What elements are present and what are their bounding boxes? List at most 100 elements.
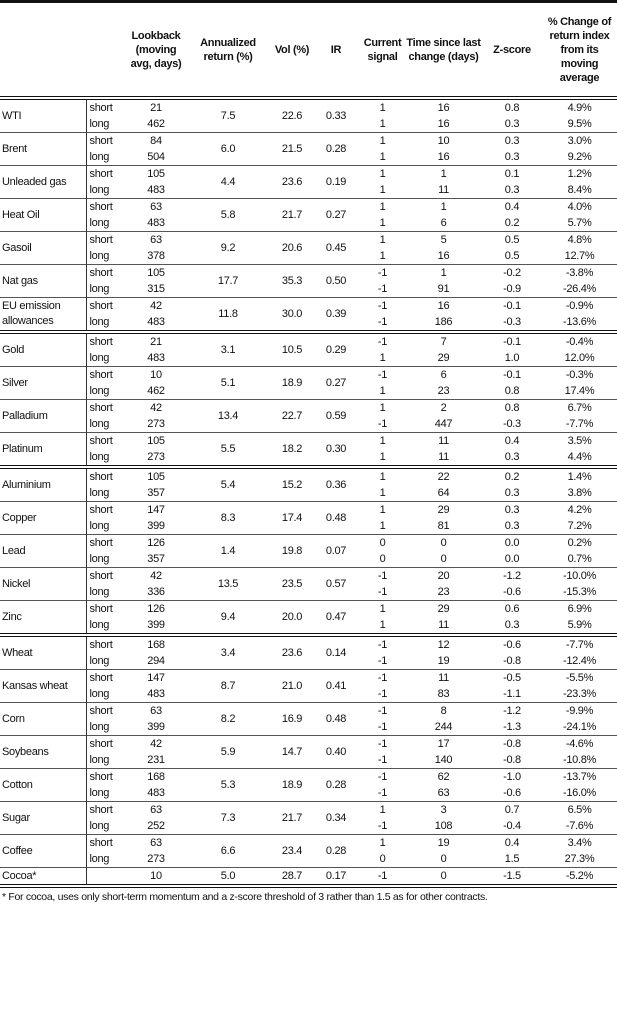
z-score-cell: 0.3 xyxy=(482,501,542,518)
lookback-cell: 105 xyxy=(128,264,184,281)
lookback-cell: 147 xyxy=(128,669,184,686)
z-score-cell: -1.5 xyxy=(482,867,542,888)
lookback-cell: 168 xyxy=(128,768,184,785)
current-signal-cell: 1 xyxy=(360,432,405,449)
column-header xyxy=(0,1,86,100)
time-since-change-cell: 0 xyxy=(440,853,447,865)
lookback-cell: 63 xyxy=(128,231,184,248)
table-row: Unleaded gas short 105 4.4 23.6 0.19 1 1 0.1 1.2% xyxy=(0,165,617,199)
horizon-label: short xyxy=(86,132,128,149)
time-since-change-cell: 244 xyxy=(434,721,453,733)
pct-change-cell: -5.5% xyxy=(542,669,617,686)
time-since-change-cell: 7 xyxy=(405,330,482,350)
table-row: long 399 -1 244 -1.3 -24.1% xyxy=(0,719,617,736)
table-row: long 357 0 0 0.0 0.7% xyxy=(0,551,617,568)
current-signal-cell: 1 xyxy=(379,352,386,364)
pct-change-cell: 3.5% xyxy=(542,432,617,449)
table-row: long 462 1 23 0.8 17.4% xyxy=(0,383,617,400)
time-since-change-cell: 3 xyxy=(405,801,482,818)
z-score-cell: 1.0 xyxy=(504,352,520,364)
z-score-cell: 0.3 xyxy=(504,520,520,532)
current-signal-cell: 0 xyxy=(379,853,386,865)
horizon-label: short xyxy=(86,297,128,314)
time-since-change-cell: 1 xyxy=(405,264,482,281)
commodity-name: Gasoil xyxy=(0,231,87,265)
horizon-label: short xyxy=(86,97,128,116)
lookback-cell: 84 xyxy=(128,132,184,149)
pct-change-cell: 7.2% xyxy=(567,520,592,532)
time-since-change-cell: 108 xyxy=(434,820,453,832)
table-row: long 504 1 16 0.3 9.2% xyxy=(0,149,617,166)
z-score-cell: 0.4 xyxy=(482,432,542,449)
pct-change-cell: 1.4% xyxy=(542,465,617,485)
table-row: Gasoil short 63 9.2 20.6 0.45 1 5 0.5 4.8% xyxy=(0,231,617,265)
commodity-name: WTI xyxy=(0,97,87,133)
lookback-cell: 399 xyxy=(147,619,165,631)
horizon-label: short xyxy=(86,399,128,416)
current-signal-cell: -1 xyxy=(360,330,405,350)
pct-change-cell: -7.7% xyxy=(542,633,617,653)
z-score-cell: -1.2 xyxy=(482,567,542,584)
table-row: long 273 -1 447 -0.3 -7.7% xyxy=(0,416,617,433)
lookback-cell: 273 xyxy=(147,451,165,463)
lookback-cell: 105 xyxy=(128,465,184,485)
ir-cell: 0.27 xyxy=(312,366,360,400)
pct-change-cell: -13.6% xyxy=(562,316,597,328)
lookback-cell: 105 xyxy=(128,165,184,182)
pct-change-cell: -3.8% xyxy=(542,264,617,281)
horizon-label: short xyxy=(86,432,128,449)
horizon-label: short xyxy=(86,567,128,584)
ir-cell: 0.30 xyxy=(312,432,360,467)
horizon-label: short xyxy=(86,702,128,719)
vol-cell: 35.3 xyxy=(272,264,312,298)
commodity-name: Heat Oil xyxy=(0,198,87,232)
table-row: Cotton short 168 5.3 18.9 0.28 -1 62 -1.0 -13.7% xyxy=(0,768,617,802)
horizon-label: long xyxy=(89,820,110,832)
horizon-label: long xyxy=(89,316,110,328)
lookback-cell: 126 xyxy=(128,600,184,617)
lookback-cell: 63 xyxy=(128,801,184,818)
current-signal-cell: -1 xyxy=(377,754,388,766)
table-row: long 399 1 81 0.3 7.2% xyxy=(0,518,617,535)
time-since-change-cell: 62 xyxy=(405,768,482,785)
time-since-change-cell: 64 xyxy=(437,487,450,499)
lookback-cell: 105 xyxy=(128,432,184,449)
pct-change-cell: 0.7% xyxy=(567,553,592,565)
z-score-cell: 0.2 xyxy=(482,465,542,485)
z-score-cell: 0.3 xyxy=(504,118,520,130)
ir-cell: 0.45 xyxy=(312,231,360,265)
table-row: long 483 1 6 0.2 5.7% xyxy=(0,215,617,232)
z-score-cell: -1.2 xyxy=(482,702,542,719)
annualized-return-cell: 8.3 xyxy=(184,501,272,535)
commodity-name: Palladium xyxy=(0,399,87,433)
z-score-cell: 0.6 xyxy=(482,600,542,617)
z-score-cell: -0.4 xyxy=(503,820,521,832)
horizon-label: long xyxy=(89,520,110,532)
lookback-cell: 252 xyxy=(147,820,165,832)
annualized-return-cell: 5.9 xyxy=(184,735,272,769)
time-since-change-cell: 12 xyxy=(405,633,482,653)
time-since-change-cell: 91 xyxy=(437,283,450,295)
horizon-label: short xyxy=(86,366,128,383)
horizon-label: short xyxy=(86,768,128,785)
horizon-label: long xyxy=(89,151,110,163)
column-header: Time since last change (days) xyxy=(405,1,482,100)
lookback-cell: 231 xyxy=(147,754,165,766)
horizon-label: short xyxy=(86,501,128,518)
horizon-label: short xyxy=(86,264,128,281)
current-signal-cell: -1 xyxy=(377,283,388,295)
table-row: Soybeans short 42 5.9 14.7 0.40 -1 17 -0.8 -4.6% xyxy=(0,735,617,769)
pct-change-cell: 12.0% xyxy=(564,352,595,364)
pct-change-cell: -9.9% xyxy=(542,702,617,719)
time-since-change-cell: 19 xyxy=(405,834,482,851)
lookback-cell: 147 xyxy=(128,501,184,518)
lookback-cell: 21 xyxy=(128,330,184,350)
time-since-change-cell: 19 xyxy=(437,655,450,667)
pct-change-cell: 3.8% xyxy=(567,487,592,499)
ir-cell: 0.28 xyxy=(312,834,360,868)
z-score-cell: 0.0 xyxy=(482,534,542,551)
column-header: Lookback (moving avg, days) xyxy=(128,1,184,100)
table-row: long 252 -1 108 -0.4 -7.6% xyxy=(0,818,617,835)
time-since-change-cell: 11 xyxy=(438,619,449,631)
pct-change-cell: -10.8% xyxy=(562,754,597,766)
